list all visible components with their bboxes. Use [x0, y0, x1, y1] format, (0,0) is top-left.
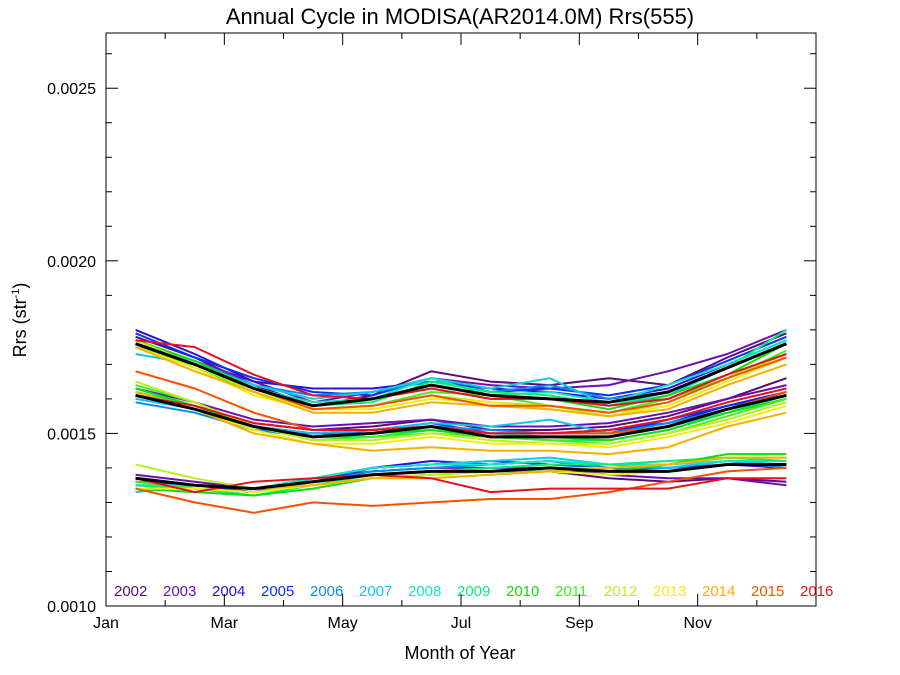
y-axis-ticks: 0.0010 0.0015 0.0020 0.0025 [47, 53, 816, 616]
legend-item-2008: 2008 [408, 583, 441, 600]
y-tick-label-1: 0.0010 [47, 599, 96, 616]
series-line-46 [135, 466, 787, 514]
series-line-48 [135, 463, 787, 491]
series-line-15 [135, 339, 787, 407]
y-tick-label-3: 0.0020 [47, 254, 96, 271]
series-line-29 [135, 391, 787, 456]
legend-item-2012: 2012 [604, 583, 637, 600]
legend-item-2014: 2014 [702, 583, 735, 600]
series-line-6 [135, 342, 787, 407]
y-tick-label-2: 0.0015 [47, 426, 96, 443]
x-tick-label-4: Jul [451, 615, 471, 632]
x-tick-label-3: May [328, 615, 358, 632]
plot-frame [105, 32, 817, 607]
x-tick-label-2: Mar [211, 615, 239, 632]
y-axis-label-base: Rrs (str [10, 298, 30, 357]
legend-item-2015: 2015 [751, 583, 784, 600]
x-tick-label-6: Nov [683, 615, 711, 632]
legend-item-2011: 2011 [555, 583, 587, 600]
series-line-31 [135, 387, 787, 435]
legend-item-2002: 2002 [114, 583, 147, 600]
chart-title: Annual Cycle in MODISA(AR2014.0M) Rrs(55… [226, 4, 694, 29]
legend-item-2013: 2013 [653, 583, 686, 600]
legend-item-2009: 2009 [457, 583, 490, 600]
series-line-18 [135, 384, 787, 428]
series-lines [135, 328, 787, 514]
legend-item-2010: 2010 [506, 583, 539, 600]
legend-item-2006: 2006 [310, 583, 343, 600]
y-axis-label-tail: ) [10, 283, 30, 289]
x-tick-label-5: Sep [565, 615, 594, 632]
legend-item-2005: 2005 [261, 583, 294, 600]
series-line-2 [135, 328, 787, 404]
legend: 2002 2003 2004 2005 2006 2007 2008 2009 2010 2011… [114, 583, 833, 600]
x-axis-ticks: Jan Mar May Jul Sep Nov [93, 33, 758, 632]
x-axis-label: Month of Year [404, 643, 515, 663]
legend-item-2004: 2004 [212, 583, 245, 600]
y-tick-label-4: 0.0025 [47, 81, 96, 98]
series-line-28 [135, 391, 787, 449]
y-axis-label-sup: -1 [10, 289, 22, 299]
series-line-16 [135, 342, 787, 408]
legend-item-2003: 2003 [163, 583, 196, 600]
y-axis-label: Rrs (str-1) [10, 283, 30, 358]
series-line-32 [135, 393, 787, 439]
series-line-47 [135, 473, 787, 494]
series-line-13 [135, 346, 787, 418]
legend-item-2007: 2007 [359, 583, 392, 600]
legend-item-2016: 2016 [800, 583, 833, 600]
x-tick-label-1: Jan [93, 615, 119, 632]
